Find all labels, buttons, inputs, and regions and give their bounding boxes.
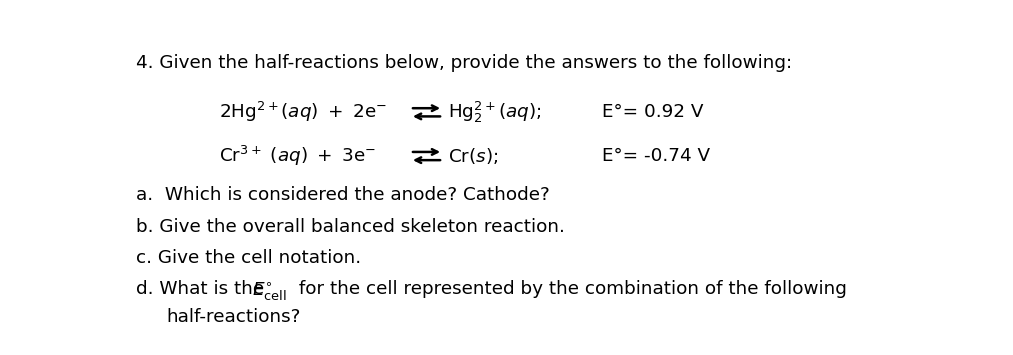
Text: E°= -0.74 V: E°= -0.74 V xyxy=(602,147,710,165)
Text: $\mathregular{Cr^{3+}}$$\mathit{\ (aq)}$$\mathregular{\ +\ 3e^{-}}$: $\mathregular{Cr^{3+}}$$\mathit{\ (aq)}$… xyxy=(219,144,377,168)
Text: b. Give the overall balanced skeleton reaction.: b. Give the overall balanced skeleton re… xyxy=(136,218,565,236)
Text: $\mathregular{2Hg^{2+}}$$\mathit{(aq)}$$\mathregular{\ +\ 2e^{-}}$: $\mathregular{2Hg^{2+}}$$\mathit{(aq)}$$… xyxy=(219,100,387,124)
Text: for the cell represented by the combination of the following: for the cell represented by the combinat… xyxy=(293,280,847,299)
Text: $\mathregular{Hg_2^{2+}}$$\mathit{(aq)}$$\mathregular{;}$: $\mathregular{Hg_2^{2+}}$$\mathit{(aq)}$… xyxy=(448,100,541,125)
Text: $\mathregular{Cr}$$\mathit{(s)}$$\mathregular{;}$: $\mathregular{Cr}$$\mathit{(s)}$$\mathre… xyxy=(448,146,498,166)
Text: 4. Given the half-reactions below, provide the answers to the following:: 4. Given the half-reactions below, provi… xyxy=(136,54,792,72)
Text: d. What is the: d. What is the xyxy=(136,280,270,299)
Text: E°= 0.92 V: E°= 0.92 V xyxy=(602,103,703,121)
Text: c. Give the cell notation.: c. Give the cell notation. xyxy=(136,249,362,267)
Text: half-reactions?: half-reactions? xyxy=(166,308,300,326)
Text: $\mathit{E}^{\circ}_{\mathrm{cell}}$: $\mathit{E}^{\circ}_{\mathrm{cell}}$ xyxy=(252,280,287,303)
Text: a.  Which is considered the anode? Cathode?: a. Which is considered the anode? Cathod… xyxy=(136,186,550,204)
